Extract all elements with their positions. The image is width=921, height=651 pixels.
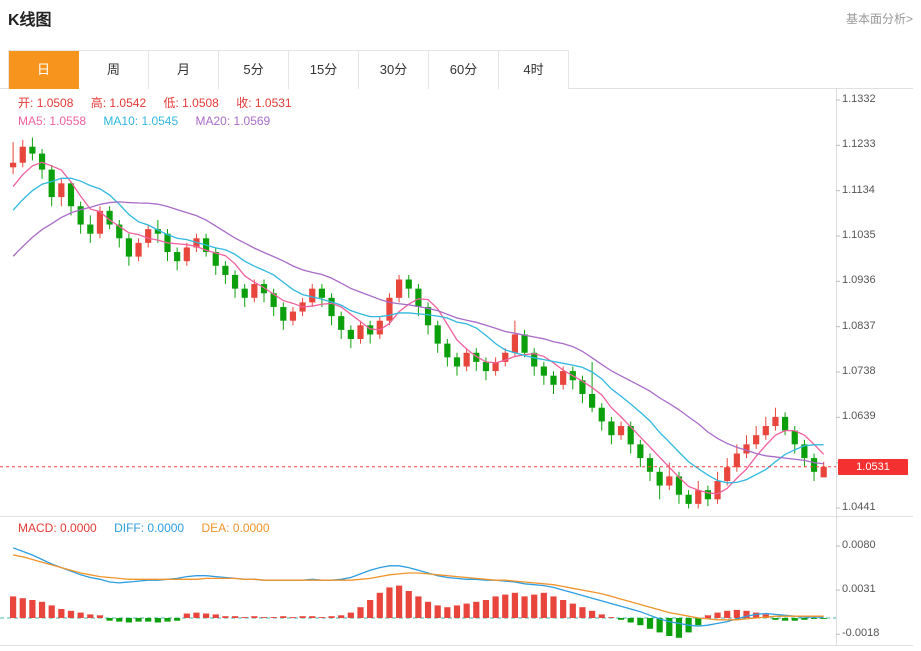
price-axis-label: 1.0441 bbox=[842, 501, 876, 513]
close-value: 收: 1.0531 bbox=[236, 96, 292, 110]
page-title: K线图 bbox=[8, 12, 52, 29]
price-axis-label: 1.0639 bbox=[842, 410, 876, 423]
tab-30min[interactable]: 30分 bbox=[359, 51, 429, 89]
high-value: 高: 1.0542 bbox=[90, 96, 147, 110]
ma-legend: MA5: 1.0558 MA10: 1.0545 MA20: 1.0569 bbox=[18, 114, 284, 128]
dea-value: DEA: 0.0000 bbox=[201, 521, 270, 535]
macd-axis-label: 0.0031 bbox=[842, 583, 876, 596]
macd-axis-label: -0.0018 bbox=[842, 627, 880, 640]
price-axis-label: 1.1035 bbox=[842, 229, 876, 241]
macd-axis-label: 0.0080 bbox=[842, 539, 876, 551]
tab-month[interactable]: 月 bbox=[149, 51, 219, 89]
macd-legend: MACD: 0.0000 DIFF: 0.0000 DEA: 0.0000 bbox=[18, 521, 284, 535]
ohlc-legend: 开: 1.0508 高: 1.0542 低: 1.0508 收: 1.0531 bbox=[18, 94, 306, 111]
timeframe-tabs: 日 周 月 5分 15分 30分 60分 4时 bbox=[8, 50, 569, 89]
open-value: 开: 1.0508 bbox=[18, 96, 74, 110]
price-axis-label: 1.1332 bbox=[842, 93, 876, 105]
macd-value: MACD: 0.0000 bbox=[18, 521, 97, 535]
current-price-badge: 1.0531 bbox=[838, 458, 908, 475]
tab-4hour[interactable]: 4时 bbox=[499, 51, 569, 89]
fundamental-analysis-link[interactable]: 基本面分析> bbox=[845, 12, 913, 26]
price-axis-label: 1.0936 bbox=[842, 274, 876, 287]
price-axis-label: 1.1134 bbox=[842, 183, 875, 196]
ma10-value: MA10: 1.0545 bbox=[103, 114, 179, 128]
diff-value: DIFF: 0.0000 bbox=[114, 521, 185, 535]
price-axis-label: 1.1233 bbox=[842, 138, 876, 151]
low-value: 低: 1.0508 bbox=[163, 96, 219, 110]
price-axis-label: 1.0837 bbox=[842, 319, 876, 332]
ma20-value: MA20: 1.0569 bbox=[195, 114, 271, 128]
tab-week[interactable]: 周 bbox=[79, 51, 149, 89]
price-axis-label: 1.0738 bbox=[842, 365, 876, 377]
tab-day[interactable]: 日 bbox=[9, 51, 79, 89]
tab-5min[interactable]: 5分 bbox=[219, 51, 289, 89]
tab-60min[interactable]: 60分 bbox=[429, 51, 499, 89]
ma5-value: MA5: 1.0558 bbox=[18, 114, 87, 128]
tab-15min[interactable]: 15分 bbox=[289, 51, 359, 89]
